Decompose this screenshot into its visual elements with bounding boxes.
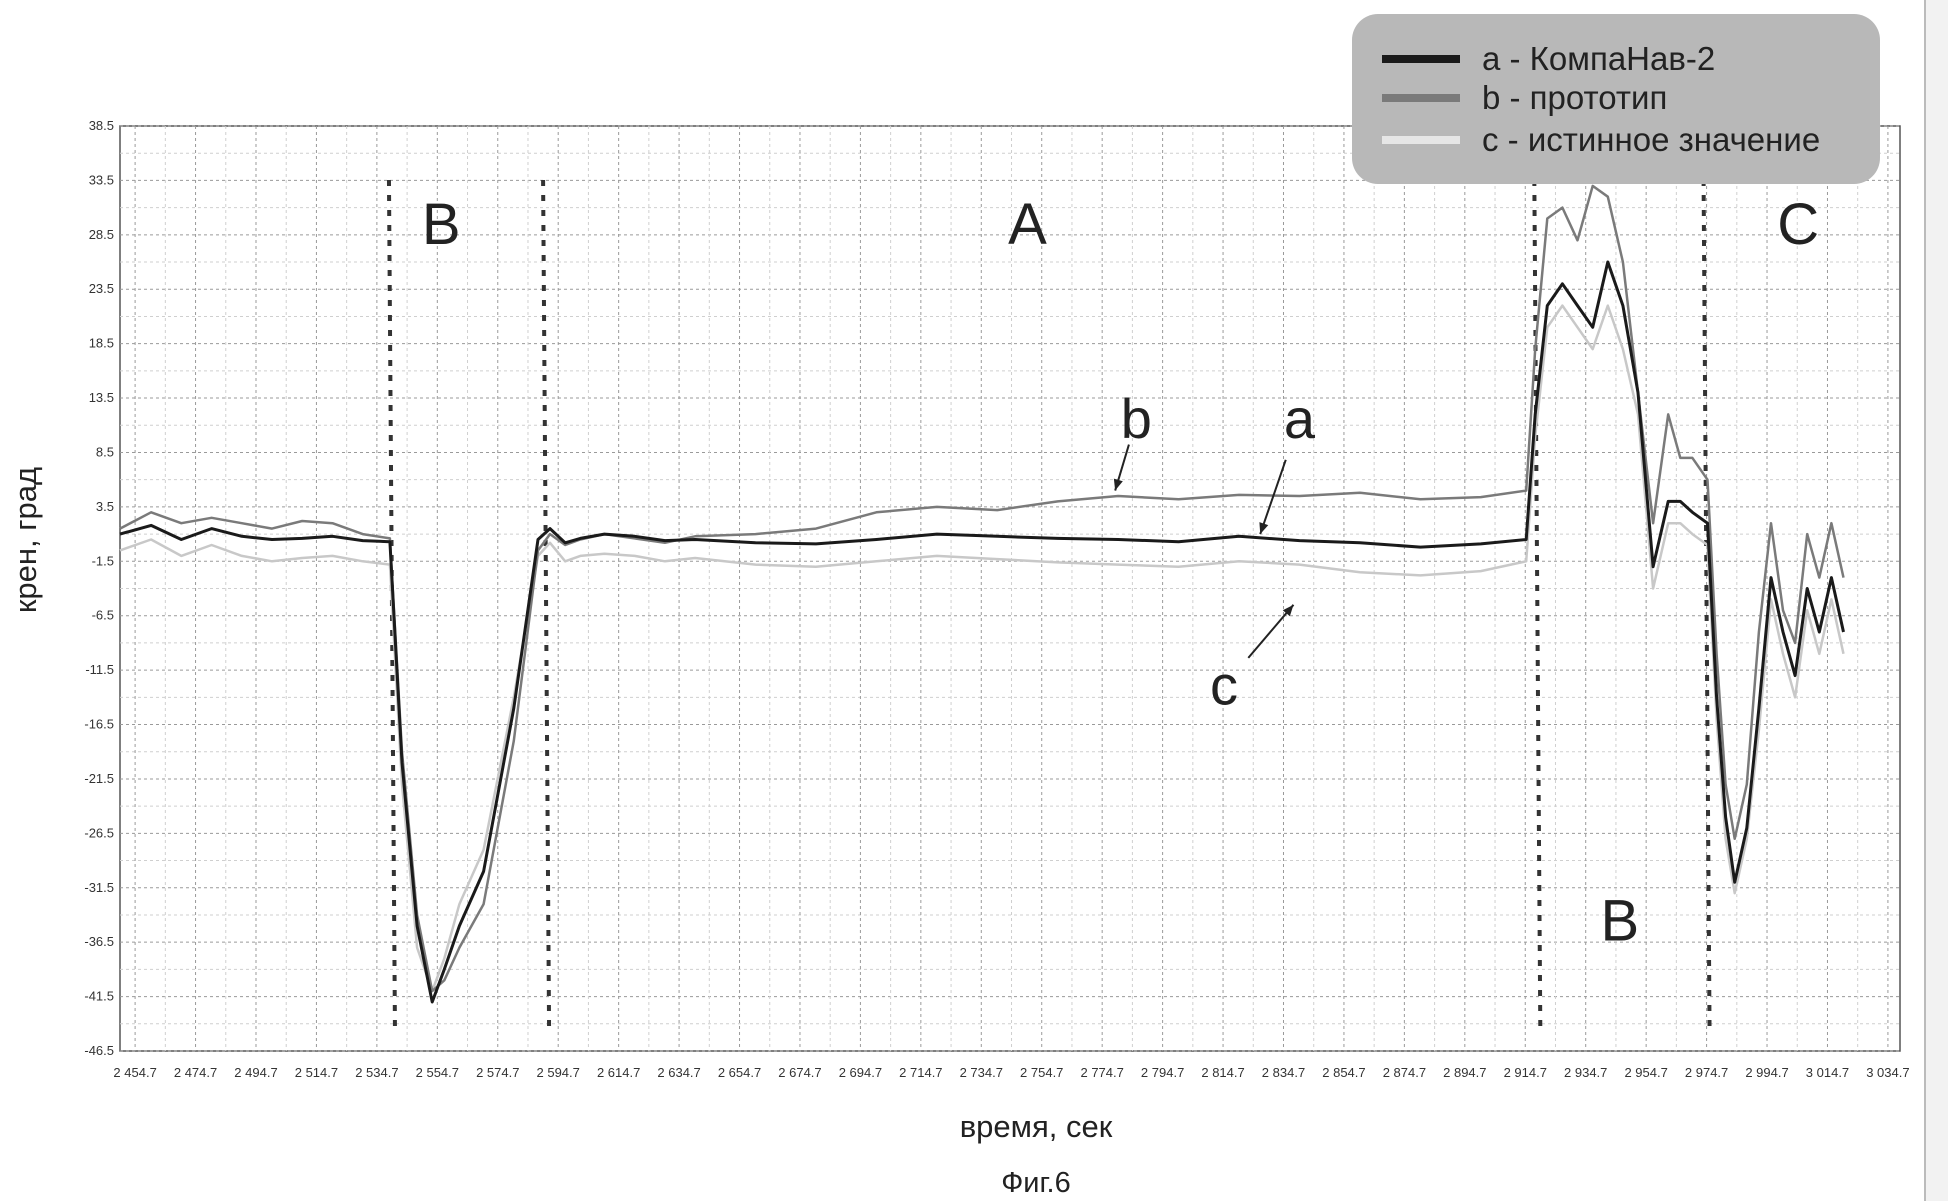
x-tick-label: 2 474.7 <box>174 1065 217 1080</box>
x-tick-label: 2 634.7 <box>657 1065 700 1080</box>
x-tick-label: 2 934.7 <box>1564 1065 1607 1080</box>
x-tick-label: 3 014.7 <box>1806 1065 1849 1080</box>
y-tick-label: 28.5 <box>89 227 114 242</box>
region-label: C <box>1777 192 1819 257</box>
y-tick-label: -26.5 <box>84 825 114 840</box>
x-tick-label: 2 454.7 <box>113 1065 156 1080</box>
region-label: B <box>422 192 461 257</box>
region-label: B <box>1601 888 1640 953</box>
x-tick-label: 2 994.7 <box>1745 1065 1788 1080</box>
legend-label-a: a - КомпаНав-2 <box>1482 40 1715 77</box>
x-tick-label: 2 494.7 <box>234 1065 277 1080</box>
x-tick-label: 2 914.7 <box>1504 1065 1547 1080</box>
x-tick-label: 2 834.7 <box>1262 1065 1305 1080</box>
x-tick-label: 2 754.7 <box>1020 1065 1063 1080</box>
y-tick-label: -36.5 <box>84 934 114 949</box>
x-tick-label: 2 814.7 <box>1201 1065 1244 1080</box>
y-tick-label: 33.5 <box>89 172 114 187</box>
y-tick-label: 8.5 <box>96 444 114 459</box>
y-tick-label: 38.5 <box>89 118 114 133</box>
callout-label: a <box>1284 387 1316 450</box>
y-tick-label: -21.5 <box>84 771 114 786</box>
y-tick-label: 13.5 <box>89 390 114 405</box>
y-tick-label: 3.5 <box>96 499 114 514</box>
x-axis-title: время, сек <box>960 1109 1113 1144</box>
x-tick-label: 2 974.7 <box>1685 1065 1728 1080</box>
y-axis-title: крен, град <box>8 467 43 613</box>
x-tick-label: 2 734.7 <box>960 1065 1003 1080</box>
x-tick-label: 2 774.7 <box>1080 1065 1123 1080</box>
legend-label-b: b - прототип <box>1482 79 1667 116</box>
x-tick-label: 2 794.7 <box>1141 1065 1184 1080</box>
right-margin <box>1925 0 1948 1201</box>
region-label: A <box>1008 192 1047 257</box>
x-tick-label: 2 594.7 <box>537 1065 580 1080</box>
y-tick-label: -41.5 <box>84 989 114 1004</box>
x-tick-label: 2 714.7 <box>899 1065 942 1080</box>
y-tick-label: -11.5 <box>85 662 114 677</box>
y-tick-label: 23.5 <box>89 281 114 296</box>
x-tick-label: 2 894.7 <box>1443 1065 1486 1080</box>
x-tick-label: 2 694.7 <box>839 1065 882 1080</box>
y-tick-label: -31.5 <box>84 880 114 895</box>
x-tick-label: 2 534.7 <box>355 1065 398 1080</box>
x-tick-label: 3 034.7 <box>1866 1065 1909 1080</box>
y-tick-label: 18.5 <box>89 336 114 351</box>
x-tick-label: 2 854.7 <box>1322 1065 1365 1080</box>
x-tick-label: 2 554.7 <box>416 1065 459 1080</box>
callout-label: c <box>1210 653 1238 716</box>
x-tick-label: 2 654.7 <box>718 1065 761 1080</box>
x-tick-label: 2 674.7 <box>778 1065 821 1080</box>
x-tick-label: 2 874.7 <box>1383 1065 1426 1080</box>
figure-caption: Фиг.6 <box>1001 1167 1070 1199</box>
legend: a - КомпаНав-2 b - прототип c - истинное… <box>1352 14 1880 184</box>
legend-label-c: c - истинное значение <box>1482 121 1820 158</box>
x-tick-label: 2 614.7 <box>597 1065 640 1080</box>
y-tick-label: -6.5 <box>92 608 114 623</box>
y-tick-label: -1.5 <box>92 553 114 568</box>
x-tick-label: 2 514.7 <box>295 1065 338 1080</box>
x-tick-label: 2 574.7 <box>476 1065 519 1080</box>
y-tick-label: -16.5 <box>84 717 114 732</box>
y-tick-label: -46.5 <box>84 1043 114 1058</box>
callout-label: b <box>1121 387 1152 450</box>
x-tick-label: 2 954.7 <box>1624 1065 1667 1080</box>
